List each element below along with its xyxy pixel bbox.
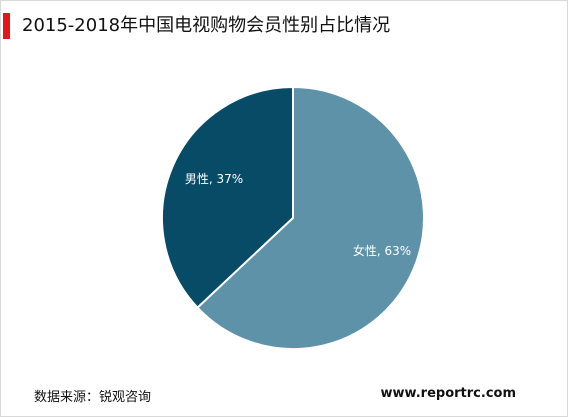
data-source: 数据来源：锐观咨询 [34,390,152,405]
website-url: www.reportrc.com [380,386,516,401]
pie-slices [161,85,425,350]
title-accent-bar [3,13,10,39]
pie-slice-0 [161,85,294,310]
pie-slice-label-0: 男性, 37% [185,172,243,186]
page-title: 2015-2018年中国电视购物会员性别占比情况 [22,15,391,36]
pie-labels: 男性, 37% 女性, 63% [185,172,411,258]
pie-slice-1 [196,85,425,350]
pie-slice-label-1: 女性, 63% [353,243,411,258]
